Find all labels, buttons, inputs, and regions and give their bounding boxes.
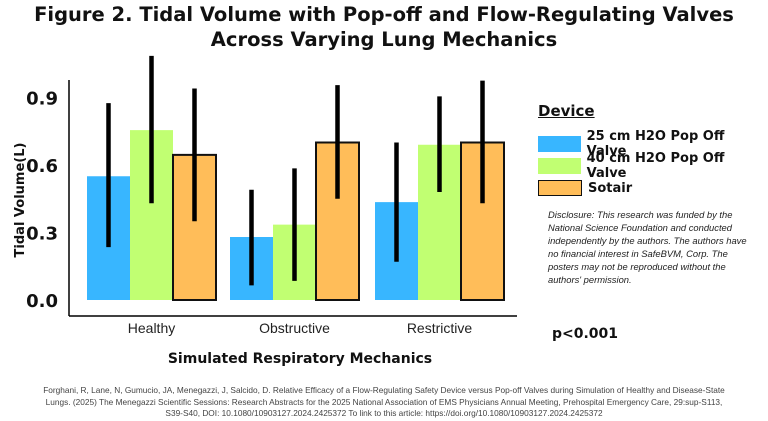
x-tick-label-restrictive: Restrictive <box>407 320 473 336</box>
y-tick-label: 0.9 <box>26 89 58 110</box>
bars-layer <box>87 130 505 301</box>
citation-line-1: Forghani, R, Lane, N, Gumucio, JA, Meneg… <box>43 385 725 395</box>
y-tick-label: 0.6 <box>26 156 58 177</box>
legend-item-sotair: Sotair <box>538 177 763 199</box>
bar-healthy-3 <box>172 153 217 301</box>
legend-label-25cm: 25 cm H2O Pop Off Valve <box>586 129 725 159</box>
axes-layer: Healthy Obstructive Restrictive 0.0 0.3 0.6 0.… <box>26 80 517 336</box>
disclosure-text: Disclosure: This research was funded by … <box>548 209 747 285</box>
legend-swatch-40cm <box>538 158 581 174</box>
x-tick-label-healthy: Healthy <box>128 320 175 336</box>
x-axis-label: Simulated Respiratory Mechanics <box>168 351 432 367</box>
y-tick-label: 0.3 <box>26 224 58 245</box>
legend-label-sotair: Sotair <box>588 180 633 196</box>
y-tick-label: 0.0 <box>26 291 58 312</box>
citation-line-2: Lungs. (2025) The Menegazzi Scientific S… <box>45 396 723 407</box>
legend-swatch-25cm <box>538 136 581 152</box>
legend: Device 25 cm H2O Pop Off Valve 40 cm H2O… <box>538 102 763 199</box>
legend-item-40cm: 40 cm H2O Pop Off Valve <box>538 151 763 181</box>
x-tick-label-obstructive: Obstructive <box>259 320 330 336</box>
citation-line-3: S39-S40, DOI: 10.1080/10903127.2024.2425… <box>165 408 603 418</box>
citation: Forghani, R, Lane, N, Gumucio, JA, Meneg… <box>0 385 768 420</box>
p-value: p<0.001 <box>552 326 619 342</box>
legend-swatch-sotair <box>538 180 582 196</box>
legend-item-25cm: 25 cm H2O Pop Off Valve <box>538 129 763 159</box>
legend-label-40cm: 40 cm H2O Pop Off Valve <box>586 151 725 181</box>
chart-title: Figure 2. Tidal Volume with Pop-off and … <box>34 3 734 51</box>
error-bars-layer <box>106 55 485 286</box>
y-axis-label: Tidal Volume(L) <box>13 143 28 258</box>
legend-title: Device <box>538 102 595 120</box>
